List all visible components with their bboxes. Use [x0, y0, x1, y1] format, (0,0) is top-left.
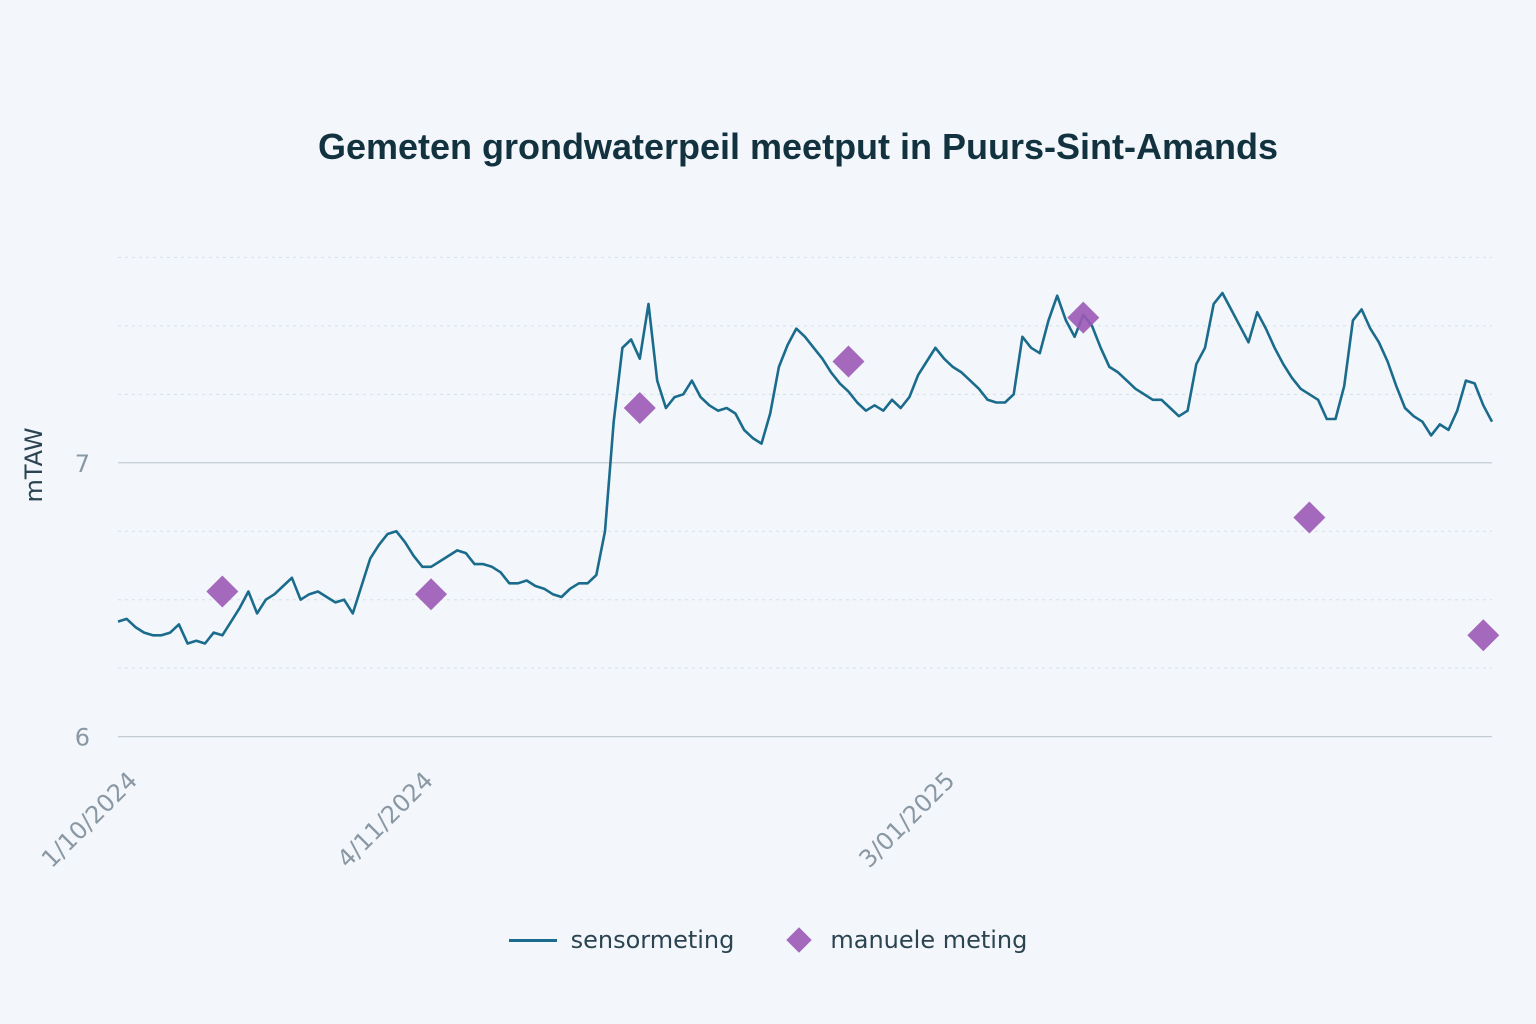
marker-manuele-meting: [1467, 619, 1500, 652]
legend-line-icon: [508, 938, 557, 942]
legend-label-sensormeting: sensormeting: [570, 926, 735, 954]
grid-layer: [118, 256, 1492, 738]
x-tick-label: 3/01/2025: [854, 766, 961, 873]
marker-manuele-meting: [623, 392, 656, 425]
legend-item-sensormeting[interactable]: sensormeting: [508, 926, 735, 954]
marker-manuele-meting: [1067, 301, 1100, 334]
legend-item-manuele-meting[interactable]: manuele meting: [782, 926, 1027, 954]
marker-manuele-meting: [1293, 501, 1326, 534]
marker-manuele-meting: [206, 575, 239, 608]
series-line-sensormeting: [117, 291, 1494, 645]
y-tick-label: 7: [75, 450, 90, 478]
y-tick-label: 6: [75, 724, 90, 752]
marker-manuele-meting: [832, 345, 865, 378]
marker-manuele-meting: [415, 578, 448, 611]
chart-title: Gemeten grondwaterpeil meetput in Puurs-…: [317, 126, 1279, 167]
legend-label-manuele-meting: manuele meting: [830, 926, 1028, 954]
x-tick-label: 1/10/2024: [36, 766, 143, 873]
y-axis-label: mTAW: [20, 427, 48, 502]
legend: sensormeting manuele meting: [0, 926, 1536, 954]
axis-ticks: 6 7 1/10/2024 4/11/2024 3/01/2025: [36, 450, 960, 873]
x-tick-label: 4/11/2024: [332, 766, 439, 873]
legend-diamond-icon: [786, 927, 813, 953]
series-layer: [117, 291, 1500, 652]
